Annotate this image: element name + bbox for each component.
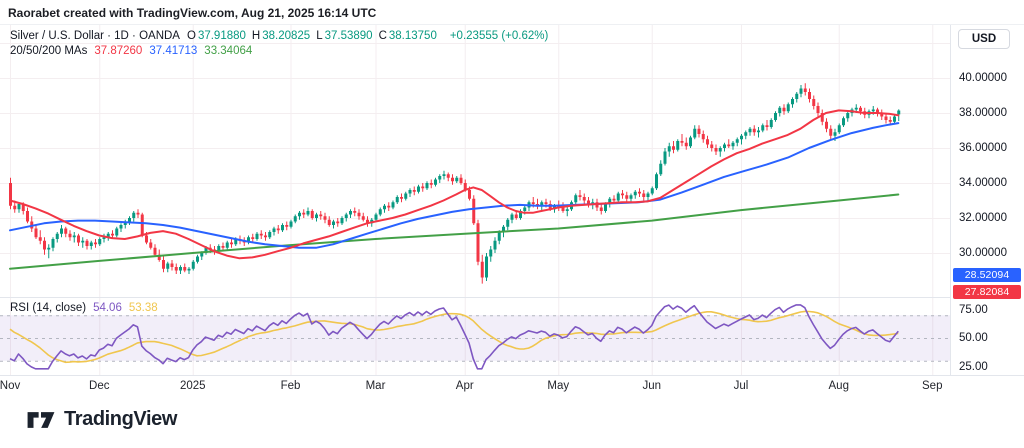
rsi-value: 54.06 bbox=[93, 302, 122, 314]
time-axis-label: May bbox=[547, 380, 570, 392]
price-scale-badge: 28.52094 bbox=[953, 267, 1021, 282]
ohlc-key: L bbox=[316, 30, 323, 42]
rsi-scale-label: 50.00 bbox=[959, 332, 988, 344]
time-axis-label: Jul bbox=[733, 380, 749, 392]
rsi-legend: RSI (14, close) 54.06 53.38 bbox=[10, 302, 158, 314]
time-axis-label: Sep bbox=[922, 380, 943, 392]
price-scale[interactable]: USD 40.00000 38.00000 36.00000 34.00000 32.0… bbox=[950, 25, 1024, 375]
ohlc-item: H 38.20825 bbox=[252, 30, 310, 42]
ma50-value: 37.41713 bbox=[149, 45, 198, 57]
time-axis-label: Feb bbox=[280, 380, 301, 392]
ma200-line bbox=[9, 193, 900, 270]
footer: TradingView bbox=[0, 397, 1024, 448]
rsi-line bbox=[9, 304, 899, 370]
rsi-ma-value: 53.38 bbox=[128, 302, 158, 314]
ohlc-values: O 37.91880 H 38.20825 L 37.53890 C 38.13750 bbox=[187, 30, 443, 42]
ma-row-label: 20/50/200 MAs bbox=[10, 45, 88, 57]
chart-canvas[interactable] bbox=[0, 25, 950, 375]
ohlc-key: O bbox=[186, 30, 196, 42]
rsi-title[interactable]: RSI (14, close) bbox=[10, 302, 87, 314]
rsi-scale-label: 75.00 bbox=[959, 303, 988, 316]
tradingview-logo[interactable]: TradingView bbox=[26, 408, 177, 431]
ohlc-value: 38.13750 bbox=[388, 30, 437, 42]
candles-layer bbox=[9, 83, 901, 284]
ma50-line bbox=[9, 122, 900, 249]
price-scale-label: 40.00000 bbox=[959, 72, 1007, 84]
time-axis-label: 2025 bbox=[179, 380, 206, 392]
ohlc-item: C 38.13750 bbox=[379, 30, 437, 42]
currency-toggle-button[interactable]: USD bbox=[958, 29, 1010, 49]
time-axis-label: Jun bbox=[642, 380, 662, 392]
ohlc-item: O 37.91880 bbox=[187, 30, 246, 42]
ma20-line bbox=[9, 109, 900, 260]
ohlc-key: H bbox=[251, 30, 261, 42]
ohlc-item: L 37.53890 bbox=[316, 30, 372, 42]
ohlc-value: 37.53890 bbox=[324, 30, 373, 42]
price-scale-badge: 27.82084 bbox=[953, 285, 1021, 300]
time-axis-label: Aug bbox=[828, 380, 849, 392]
attribution-text: Raorabet created with TradingView.com, A… bbox=[8, 6, 377, 20]
chart-area: Silver / U.S. Dollar · 1D · OANDA O 37.91… bbox=[0, 25, 1024, 398]
ohlc-value: 38.20825 bbox=[262, 30, 311, 42]
ohlc-key: C bbox=[378, 30, 387, 42]
price-scale-label: 36.00000 bbox=[959, 142, 1007, 154]
time-axis-label: Mar bbox=[365, 380, 386, 392]
tradingview-logo-text: TradingView bbox=[64, 408, 178, 430]
symbol-title[interactable]: Silver / U.S. Dollar · 1D · OANDA bbox=[10, 30, 180, 42]
rsi-scale-label: 25.00 bbox=[959, 360, 988, 373]
ohlc-value: 37.91880 bbox=[197, 30, 246, 42]
time-axis-label: Nov bbox=[0, 380, 21, 392]
time-axis-label: Apr bbox=[455, 380, 474, 392]
time-axis-label: Dec bbox=[89, 380, 110, 392]
change-value: +0.23555 (+0.62%) bbox=[449, 30, 549, 42]
tradingview-logo-icon bbox=[27, 411, 55, 428]
time-axis[interactable]: Nov Dec 2025 Feb Mar Apr May Jun Jul Aug Sep bbox=[0, 375, 1024, 398]
ma200-value: 33.34064 bbox=[204, 45, 253, 57]
ma20-value: 37.87260 bbox=[94, 45, 143, 57]
price-scale-label: 32.00000 bbox=[959, 212, 1007, 224]
rsi-ma-line bbox=[9, 310, 899, 364]
symbol-row: Silver / U.S. Dollar · 1D · OANDA O 37.91… bbox=[10, 30, 548, 45]
price-scale-label: 30.00000 bbox=[959, 247, 1007, 259]
main-legend: Silver / U.S. Dollar · 1D · OANDA O 37.91… bbox=[10, 30, 548, 60]
price-scale-label: 38.00000 bbox=[959, 107, 1007, 119]
header-divider bbox=[0, 24, 1024, 25]
ma-row: 20/50/200 MAs 37.87260 37.41713 33.34064 bbox=[10, 45, 548, 60]
price-scale-label: 34.00000 bbox=[959, 177, 1007, 189]
